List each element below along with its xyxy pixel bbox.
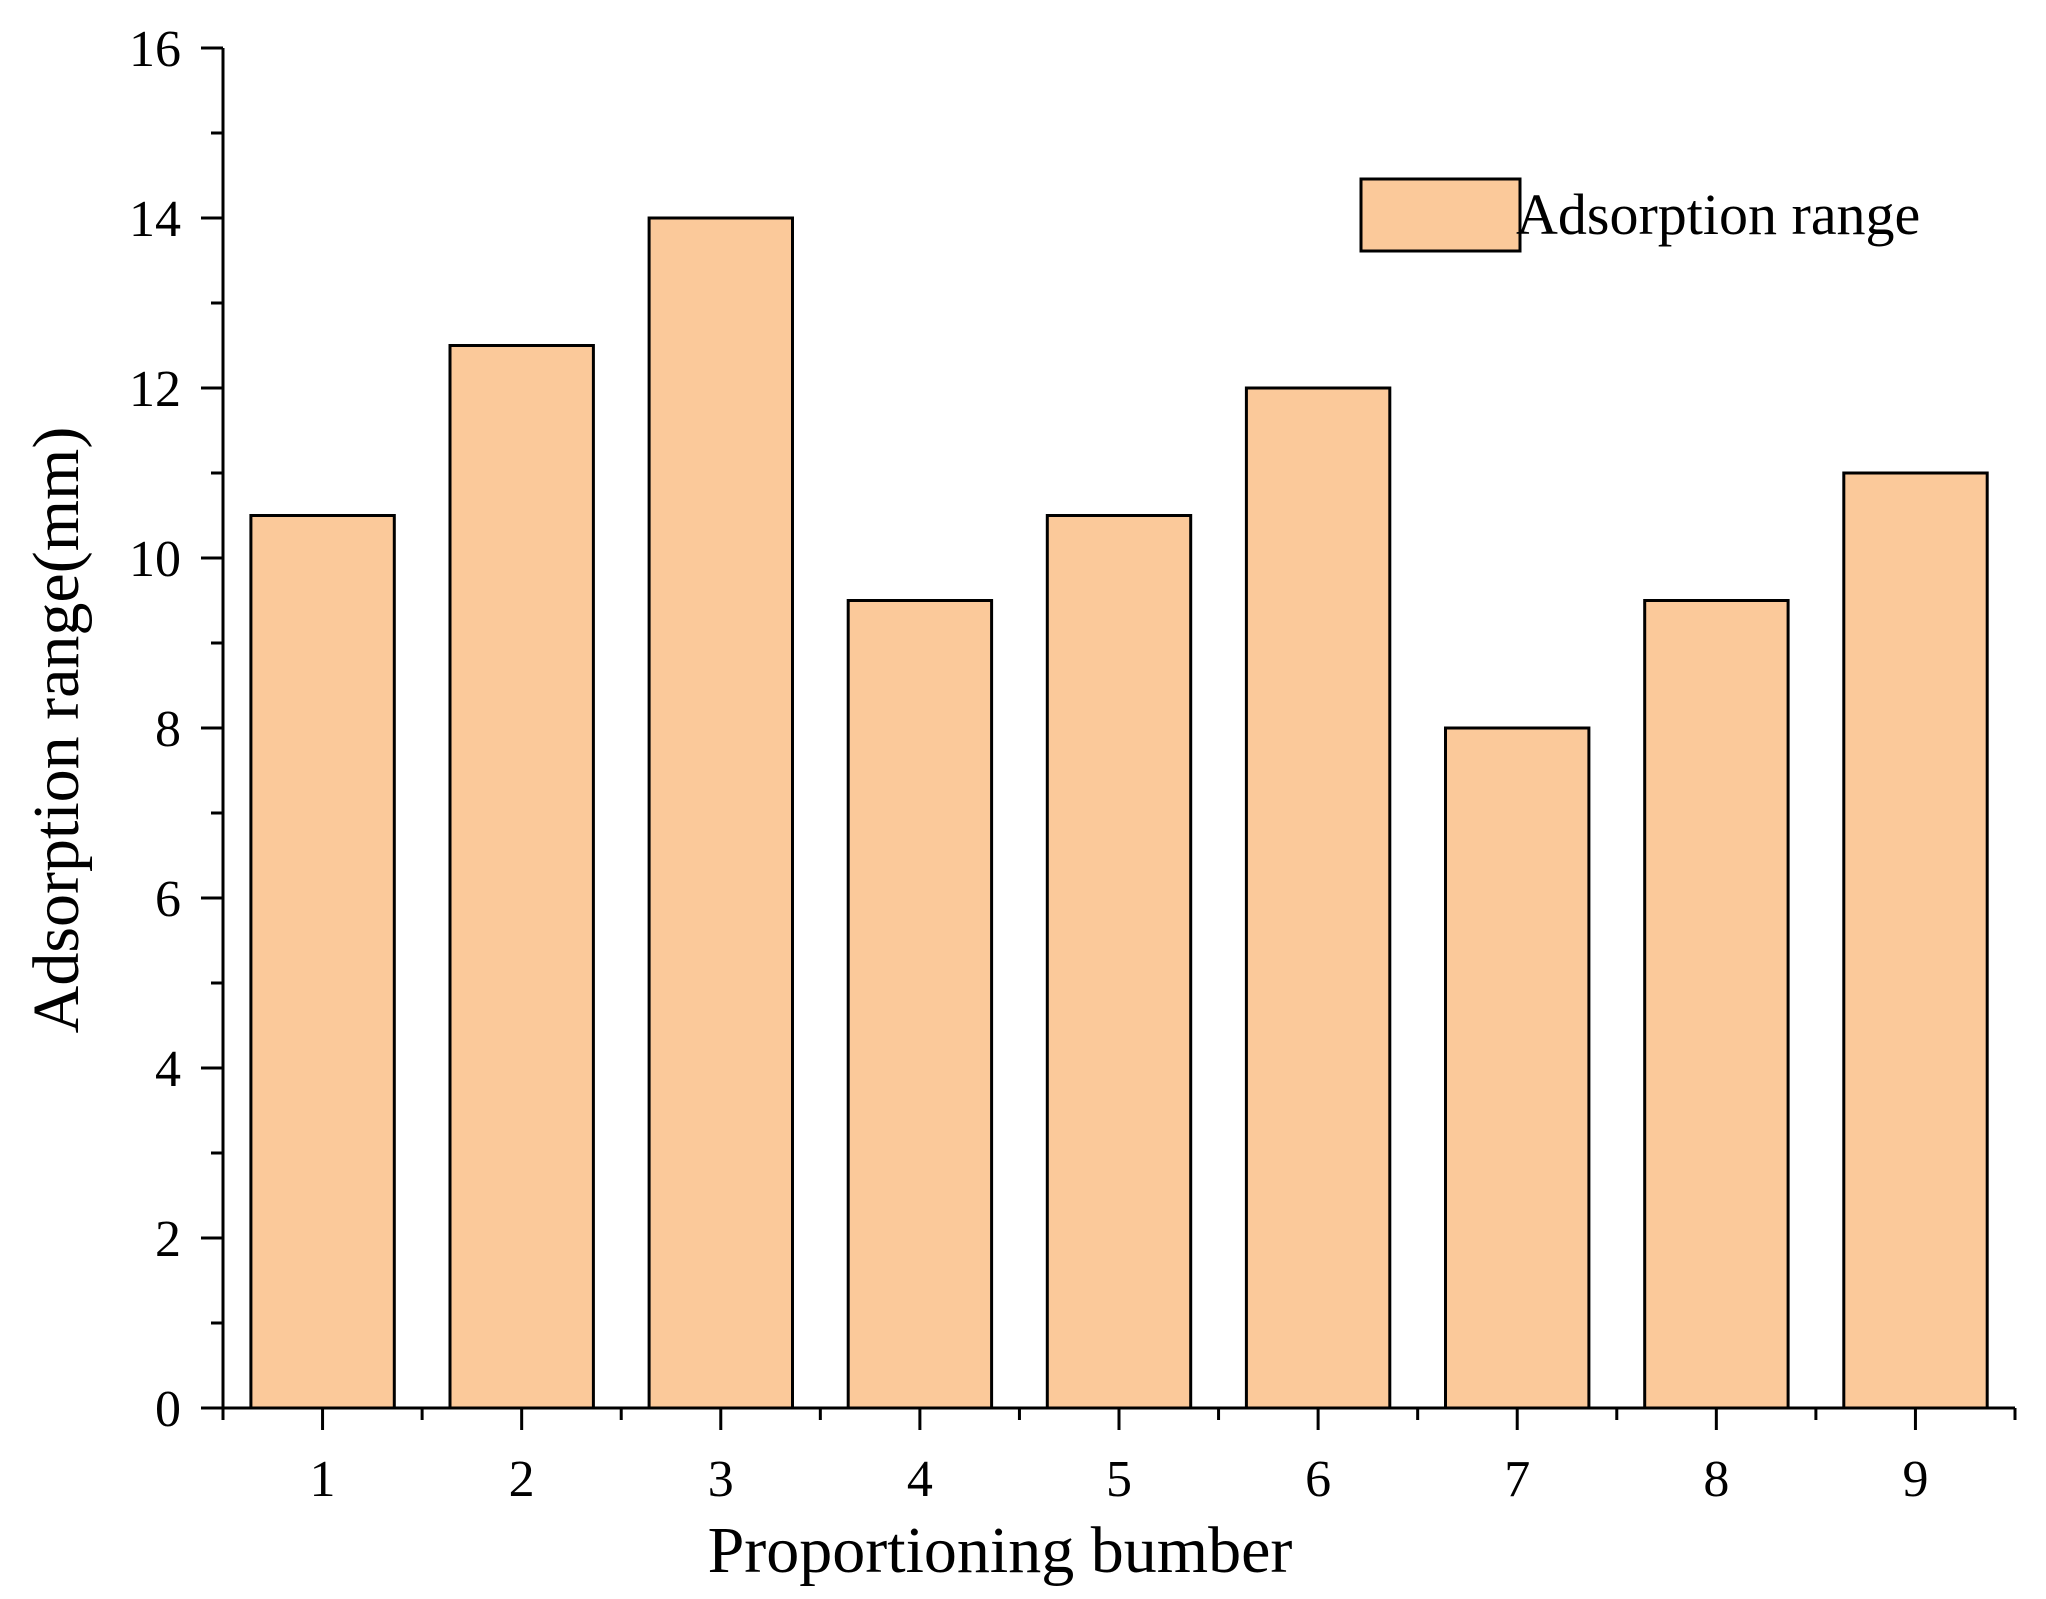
y-tick-label: 2 xyxy=(155,1211,181,1268)
bar-3 xyxy=(647,216,794,1410)
y-tick-label: 16 xyxy=(129,21,181,78)
bar-2 xyxy=(448,344,595,1410)
x-axis-title: Proportioning bumber xyxy=(708,1514,1293,1587)
y-tick-label: 10 xyxy=(129,531,181,588)
bar-series xyxy=(249,216,1989,1410)
bar-7 xyxy=(1444,726,1591,1410)
y-tick-label: 0 xyxy=(155,1381,181,1438)
legend-swatch xyxy=(1359,177,1522,253)
x-tick-label: 4 xyxy=(907,1451,933,1508)
x-tick-label: 5 xyxy=(1106,1451,1132,1508)
x-axis-ticks: 1 2 3 4 5 6 7 8 9 xyxy=(221,1408,2017,1508)
bar-8 xyxy=(1643,599,1790,1410)
y-axis-ticks: 0 2 4 6 8 10 12 14 16 xyxy=(129,21,223,1438)
x-tick-label: 1 xyxy=(310,1451,336,1508)
x-tick-label: 3 xyxy=(708,1451,734,1508)
bar-6 xyxy=(1244,386,1392,1410)
y-tick-label: 14 xyxy=(129,191,181,248)
legend-label: Adsorption range xyxy=(1516,182,1920,247)
y-tick-label: 12 xyxy=(129,361,181,418)
y-axis-title: Adsorption range(mm) xyxy=(20,427,93,1034)
x-tick-label: 6 xyxy=(1305,1451,1331,1508)
axes xyxy=(221,48,2015,1410)
bar-5 xyxy=(1045,514,1193,1410)
x-tick-label: 9 xyxy=(1902,1451,1928,1508)
y-tick-label: 8 xyxy=(155,701,181,758)
x-tick-label: 7 xyxy=(1504,1451,1530,1508)
x-tick-label: 8 xyxy=(1703,1451,1729,1508)
bar-4 xyxy=(846,599,994,1410)
legend: Adsorption range xyxy=(1359,177,1920,253)
y-tick-label: 4 xyxy=(155,1041,181,1098)
y-tick-label: 6 xyxy=(155,871,181,928)
bar-9 xyxy=(1842,471,1989,1410)
bar-1 xyxy=(249,514,396,1410)
x-tick-label: 2 xyxy=(509,1451,535,1508)
